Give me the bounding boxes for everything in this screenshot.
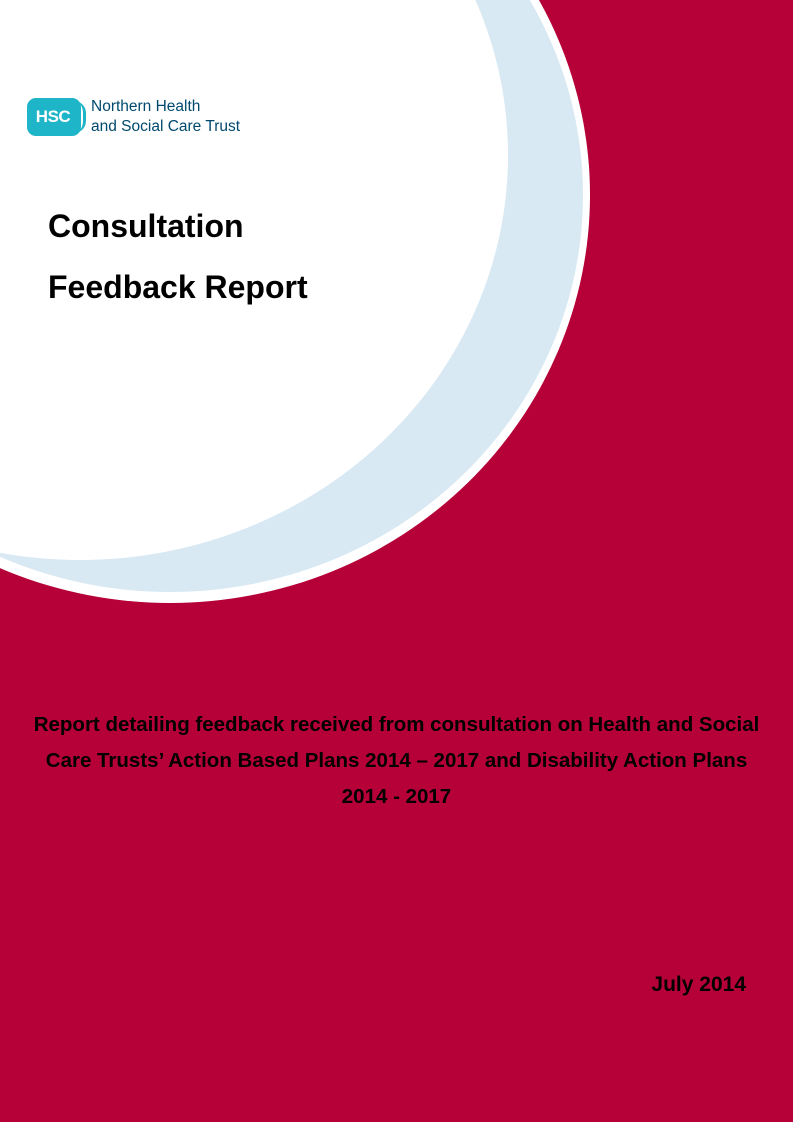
- report-date: July 2014: [651, 973, 746, 996]
- hsc-logo-badge-text: HSC: [35, 107, 71, 126]
- organisation-name: Northern Health and Social Care Trust: [91, 97, 240, 137]
- hsc-logo-arc-icon: [74, 101, 86, 133]
- white-disc: [0, 0, 508, 560]
- report-title: Consultation Feedback Report: [48, 196, 308, 318]
- organisation-name-line1: Northern Health: [91, 98, 201, 115]
- report-title-line1: Consultation: [48, 208, 244, 244]
- hsc-logo: HSC Northern Health and Social Care Trus…: [27, 97, 240, 137]
- hsc-logo-badge: HSC: [27, 98, 86, 136]
- report-subtitle: Report detailing feedback received from …: [33, 713, 760, 808]
- report-title-line2: Feedback Report: [48, 269, 308, 305]
- organisation-name-line2: and Social Care Trust: [91, 118, 241, 135]
